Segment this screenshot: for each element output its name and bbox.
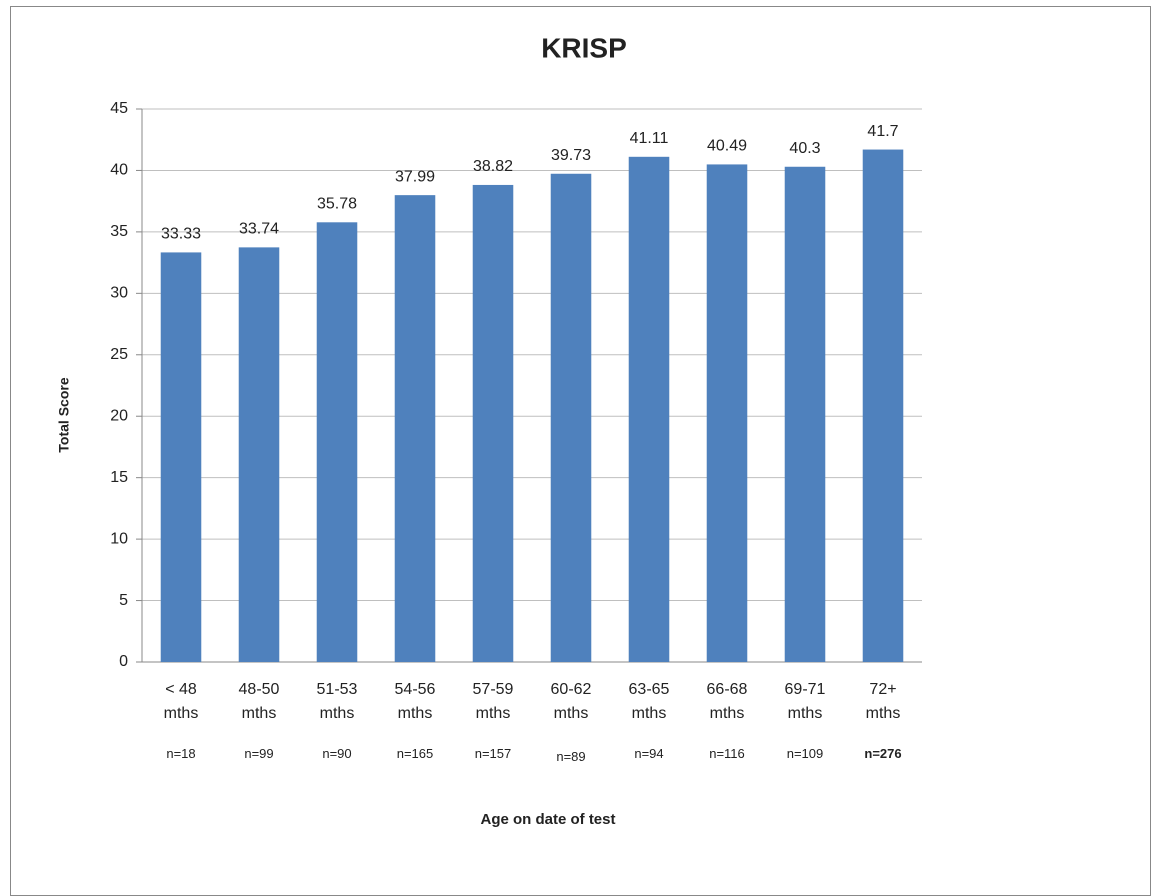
y-tick-label: 45 bbox=[110, 100, 128, 117]
x-tick-label: 51-53 mths bbox=[316, 681, 358, 722]
x-axis-label: Age on date of test bbox=[480, 811, 615, 828]
data-label: 38.82 bbox=[473, 158, 513, 175]
sample-size: n=276 bbox=[864, 746, 902, 761]
bar bbox=[550, 173, 592, 662]
x-tick-label: 69-71 mths bbox=[784, 681, 826, 722]
y-tick-label: 20 bbox=[110, 407, 128, 424]
y-axis-label: Total Score bbox=[56, 377, 72, 452]
x-tick-label: 72+ mths bbox=[865, 681, 901, 722]
bar bbox=[394, 195, 436, 662]
bar bbox=[862, 149, 904, 662]
sample-size: n=165 bbox=[396, 746, 434, 761]
x-tick-label: 66-68 mths bbox=[706, 681, 748, 722]
sample-size: n=90 bbox=[322, 746, 352, 761]
data-label: 40.49 bbox=[707, 138, 747, 155]
y-tick-label: 10 bbox=[110, 530, 128, 547]
data-label: 33.33 bbox=[161, 226, 201, 243]
chart-title: KRISP bbox=[541, 32, 627, 63]
sample-size: n=18 bbox=[166, 746, 196, 761]
bar bbox=[316, 222, 358, 662]
data-label: 41.7 bbox=[867, 123, 898, 140]
data-label: 41.11 bbox=[630, 130, 669, 147]
y-tick-label: 40 bbox=[110, 162, 128, 179]
x-tick-label: 60-62 mths bbox=[550, 681, 592, 722]
data-label: 37.99 bbox=[395, 168, 435, 185]
sample-size: n=157 bbox=[474, 746, 512, 761]
y-tick-label: 25 bbox=[110, 346, 128, 363]
sample-size: n=116 bbox=[709, 746, 745, 761]
data-label: 33.74 bbox=[239, 221, 279, 238]
sample-size: n=94 bbox=[634, 746, 664, 761]
bar bbox=[238, 247, 280, 662]
y-tick-label: 35 bbox=[110, 223, 128, 240]
data-label: 39.73 bbox=[551, 147, 591, 164]
y-tick-label: 0 bbox=[119, 653, 128, 670]
data-label: 40.3 bbox=[789, 140, 820, 157]
sample-size: n=99 bbox=[244, 746, 274, 761]
y-tick-label: 5 bbox=[119, 592, 128, 609]
bar bbox=[472, 184, 514, 663]
x-tick-label: < 48 mths bbox=[163, 681, 199, 722]
data-label: 35.78 bbox=[317, 196, 357, 213]
bar bbox=[160, 252, 202, 663]
x-tick-label: 63-65 mths bbox=[628, 681, 670, 722]
sample-size: n=89 bbox=[556, 749, 586, 764]
y-tick-label: 30 bbox=[110, 285, 128, 302]
bar bbox=[784, 166, 826, 662]
sample-size: n=109 bbox=[786, 746, 824, 761]
y-tick-label: 15 bbox=[110, 469, 128, 486]
x-tick-label: 54-56 mths bbox=[394, 681, 436, 722]
x-tick-label: 48-50 mths bbox=[238, 681, 280, 722]
bar bbox=[628, 156, 670, 662]
x-tick-label: 57-59 mths bbox=[472, 681, 514, 722]
bar bbox=[706, 164, 748, 662]
